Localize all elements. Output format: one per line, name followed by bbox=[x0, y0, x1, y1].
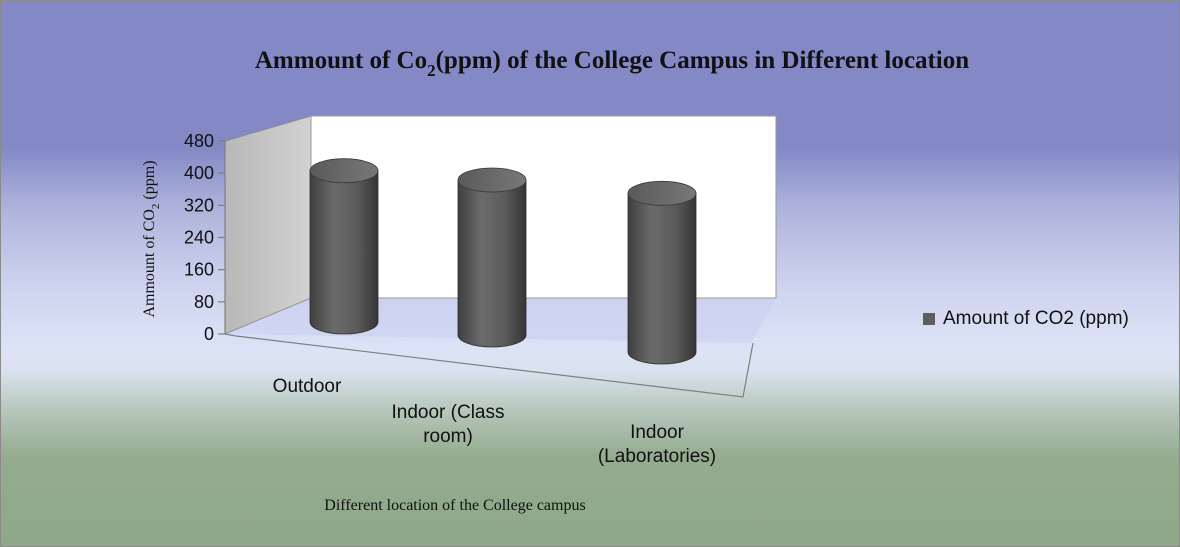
y-tick-label: 480 bbox=[184, 131, 214, 151]
base-left-edge bbox=[224, 333, 237, 337]
x-category-label: Indoor (Laboratories) bbox=[598, 422, 716, 467]
x-category-label-line: Indoor bbox=[630, 422, 685, 443]
legend-label: Amount of CO2 (ppm) bbox=[943, 308, 1129, 329]
x-category-label: Indoor (Class room) bbox=[392, 402, 505, 447]
cylinder-bar bbox=[457, 167, 527, 348]
x-category-label: Outdoor bbox=[273, 376, 342, 397]
legend: Amount of CO2 (ppm) bbox=[923, 308, 1129, 329]
x-category-label-line: Outdoor bbox=[273, 376, 342, 397]
back-wall bbox=[310, 115, 777, 299]
side-wall bbox=[224, 115, 312, 335]
y-tick-label: 400 bbox=[184, 163, 214, 183]
cylinder-top bbox=[627, 180, 697, 206]
cylinder-body bbox=[627, 192, 697, 365]
y-axis-ticks: 0 80 160 240 320 400 480 bbox=[184, 131, 225, 344]
y-tick-label: 320 bbox=[184, 195, 214, 215]
cylinder-top bbox=[457, 167, 527, 193]
y-tick-label: 0 bbox=[204, 324, 214, 344]
x-axis-title: Different location of the College campus bbox=[324, 497, 585, 514]
y-axis-title: Ammount of CO2 (ppm) bbox=[141, 160, 162, 317]
y-tick-label: 240 bbox=[184, 228, 214, 248]
base-front-edge bbox=[235, 335, 754, 398]
cylinder-body bbox=[457, 179, 527, 348]
x-category-label-line: Indoor (Class bbox=[392, 402, 505, 423]
x-axis-labels: Outdoor Indoor (Class room) Indoor (Laborato… bbox=[273, 376, 716, 467]
y-tick-label: 160 bbox=[184, 260, 214, 280]
cylinder-bar bbox=[627, 180, 697, 365]
cylinder-top bbox=[309, 158, 379, 184]
cylinder-bar bbox=[309, 158, 379, 335]
y-tick-label: 80 bbox=[194, 292, 214, 312]
legend-swatch bbox=[923, 313, 935, 325]
x-category-label-line: (Laboratories) bbox=[598, 446, 716, 467]
chart-title: Ammount of Co2(ppm) of the College Campu… bbox=[255, 47, 969, 80]
data-series bbox=[309, 158, 697, 365]
cylinder-body bbox=[309, 170, 379, 335]
x-category-label-line: room) bbox=[423, 426, 473, 447]
